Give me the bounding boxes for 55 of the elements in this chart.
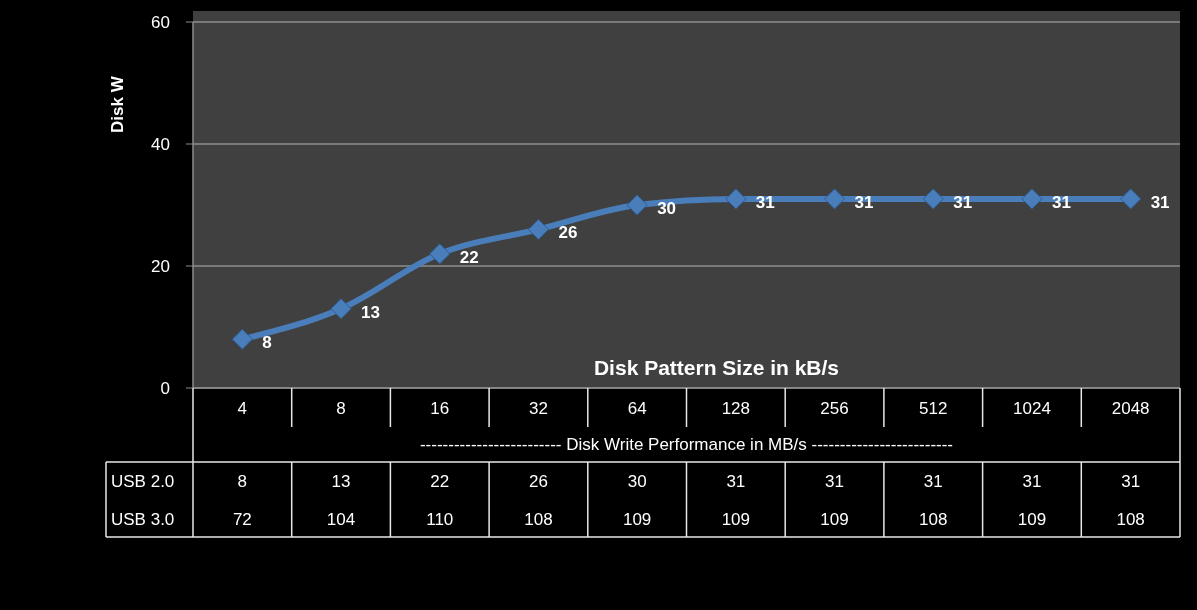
text: 108: [1116, 509, 1145, 529]
text: 8: [237, 472, 248, 491]
data-label: 31: [1150, 192, 1170, 212]
point: [231, 328, 253, 350]
point: [527, 218, 549, 240]
text: 31: [825, 472, 845, 491]
point: [725, 188, 747, 210]
text: 110: [426, 509, 454, 529]
point: [626, 194, 648, 216]
y-tick-label: 60: [151, 13, 170, 33]
text: 109: [1017, 509, 1047, 529]
text: 109: [820, 509, 849, 529]
text: 26: [528, 472, 548, 491]
x-tick-label: 512: [919, 399, 948, 418]
point: [1120, 188, 1142, 210]
text: USB 2.0: [111, 472, 175, 491]
point: [1021, 188, 1043, 210]
y-axis-title: Disk W: [108, 75, 127, 133]
text: ------------------------- Disk Write Performance in MB/s -------------------------: [419, 435, 954, 454]
x-tick-label: 32: [528, 399, 548, 418]
text: 30: [627, 472, 647, 491]
text: 108: [919, 509, 948, 529]
text: 22: [430, 472, 450, 491]
x-tick-label: 256: [820, 399, 849, 418]
text: 31: [923, 472, 943, 491]
x-tick-label: 128: [721, 399, 751, 418]
point: [429, 243, 451, 265]
x-tick-label: 1024: [1013, 399, 1051, 418]
text: 108: [524, 509, 553, 529]
y-tick-label: 20: [151, 257, 170, 277]
text: 31: [1022, 472, 1042, 491]
text: 109: [622, 509, 652, 529]
data-label: 26: [558, 223, 578, 243]
data-label: 13: [361, 302, 380, 322]
data-label: 8: [262, 333, 272, 353]
x-tick-label: 64: [627, 399, 647, 418]
x-tick-label: 4: [237, 399, 248, 418]
text: 31: [1121, 472, 1141, 491]
x-axis-title: Disk Pattern Size in kB/s: [593, 356, 840, 379]
point: [330, 298, 352, 320]
text: 104: [326, 509, 356, 529]
data-label: 22: [459, 247, 479, 267]
text: 13: [331, 472, 351, 491]
text: 72: [232, 509, 252, 529]
text: 109: [721, 509, 751, 529]
y-tick-label: 0: [160, 379, 170, 399]
x-tick-label: 8: [336, 399, 346, 418]
y-tick-label: 40: [151, 135, 170, 155]
point: [922, 188, 944, 210]
x-tick-label: 2048: [1111, 399, 1150, 418]
text: USB 3.0: [111, 509, 175, 529]
text: 31: [726, 472, 746, 491]
x-tick-label: 16: [430, 399, 450, 418]
point: [824, 188, 846, 210]
data-label: 30: [657, 199, 677, 218]
